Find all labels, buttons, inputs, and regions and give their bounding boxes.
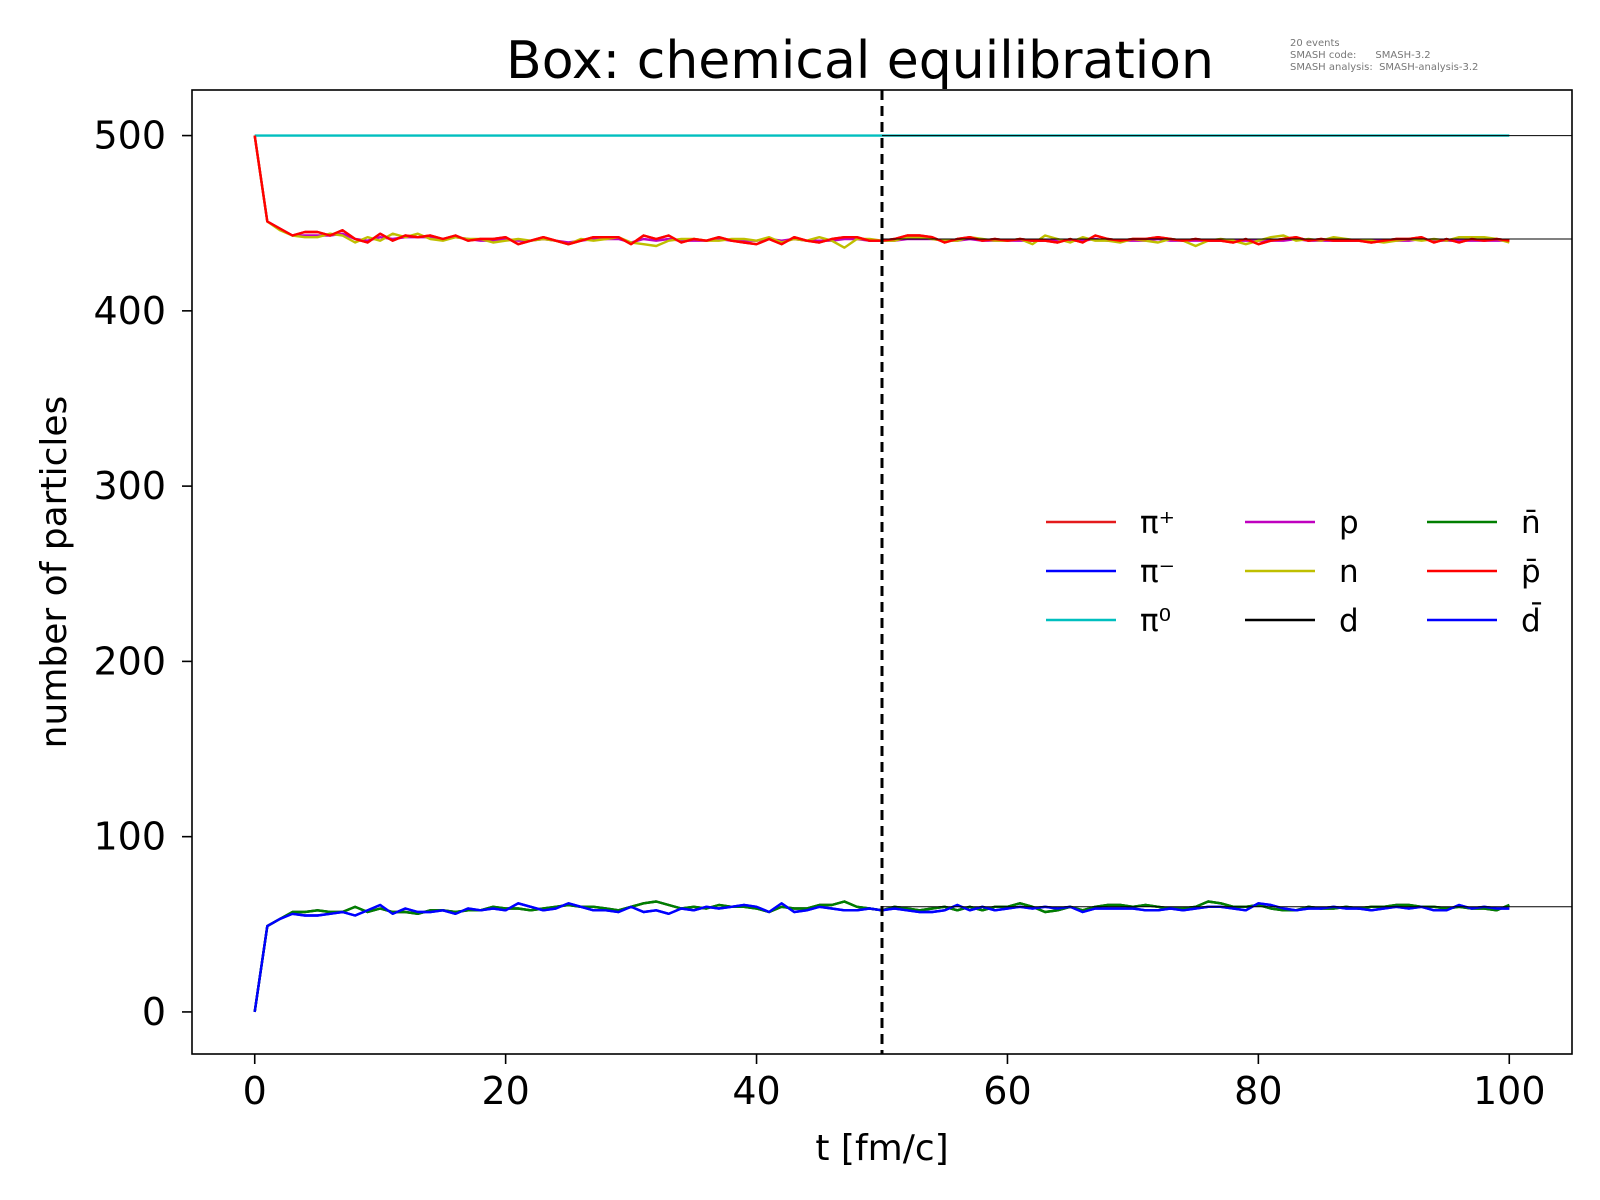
y-tick-label: 200 <box>93 639 166 683</box>
y-axis: 0 100 200 300 400 500 <box>93 114 192 1034</box>
legend-label-5: d <box>1339 603 1359 639</box>
legend-label-7: p̄ <box>1521 554 1541 590</box>
legend: π⁺ π⁻ π⁰ pnd n̄ p̄ d̄ <box>1046 505 1541 639</box>
y-tick-label: 500 <box>93 114 166 158</box>
info-line-code: SMASH code: SMASH-3.2 <box>1290 50 1431 61</box>
plot-frame <box>191 89 1573 1055</box>
chart-title: Box: chemical equilibration <box>506 31 1214 91</box>
reference-lines <box>882 135 1572 908</box>
y-tick-label: 100 <box>93 815 166 859</box>
legend-label-0: π⁺ <box>1140 505 1175 541</box>
legend-label-1: π⁻ <box>1140 554 1175 590</box>
legend-label-4: n <box>1339 554 1359 590</box>
x-tick-label: 100 <box>1473 1069 1546 1113</box>
info-line-events: 20 events <box>1290 38 1340 49</box>
x-tick-label: 60 <box>983 1069 1031 1113</box>
legend-label-8: d̄ <box>1521 602 1541 639</box>
info-box: 20 events SMASH code: SMASH-3.2 SMASH an… <box>1290 38 1478 73</box>
legend-label-3: p <box>1339 505 1359 541</box>
info-line-analysis: SMASH analysis: SMASH-analysis-3.2 <box>1290 62 1478 73</box>
x-axis: 0 20 40 60 80 100 <box>243 1054 1546 1113</box>
y-tick-label: 0 <box>142 990 166 1034</box>
legend-label-2: π⁰ <box>1140 603 1171 639</box>
plot-area <box>191 89 1573 1055</box>
y-tick-label: 400 <box>93 289 166 333</box>
x-axis-label: t [fm/c] <box>815 1128 948 1169</box>
y-axis-label: number of particles <box>34 396 75 749</box>
y-tick-label: 300 <box>93 464 166 508</box>
x-tick-label: 80 <box>1234 1069 1282 1113</box>
x-tick-label: 20 <box>481 1069 529 1113</box>
x-tick-label: 0 <box>243 1069 267 1113</box>
legend-label-6: n̄ <box>1521 505 1541 541</box>
x-tick-label: 40 <box>732 1069 780 1113</box>
